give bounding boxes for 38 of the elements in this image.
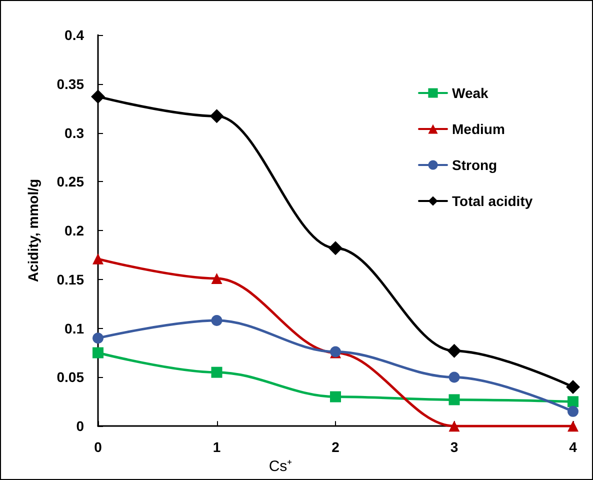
y-tick-label: 0.3	[64, 124, 84, 141]
x-tick-label: 3	[450, 439, 458, 456]
point	[566, 380, 580, 394]
y-axis-title: Acidity, mmol/g	[25, 178, 41, 282]
point	[447, 344, 462, 358]
y-tick-label: 0.4	[64, 27, 84, 43]
point	[568, 420, 578, 432]
x-axis-title: Cs⁺	[268, 458, 292, 475]
y-tick-label: 0.15	[56, 271, 84, 288]
y-tick-label: 0.25	[56, 174, 84, 190]
point	[448, 372, 460, 383]
legend-label: Total acidity	[452, 193, 533, 209]
legend-label: Weak	[452, 85, 489, 101]
x-tick-label: 4	[569, 439, 578, 456]
x-tick-label: 2	[332, 439, 340, 456]
point	[330, 391, 341, 402]
x-tick-label: 1	[212, 439, 221, 456]
point	[568, 406, 578, 417]
point	[92, 347, 104, 358]
point	[448, 394, 460, 406]
y-tick-label: 0.2	[64, 222, 84, 239]
y-tick-label: 0	[76, 418, 84, 434]
point	[211, 315, 222, 326]
point	[92, 253, 104, 264]
point	[448, 420, 460, 432]
legend-label: Strong	[452, 157, 498, 173]
point	[91, 90, 105, 104]
legend-label: Medium	[452, 121, 505, 137]
x-tick-label: 0	[94, 439, 102, 456]
y-tick-label: 0.05	[56, 369, 84, 386]
y-tick-label: 0.1	[64, 320, 84, 336]
point	[568, 396, 578, 408]
y-tick-label: 0.35	[56, 76, 84, 92]
point	[211, 272, 222, 284]
point	[211, 366, 222, 378]
point	[210, 109, 224, 124]
point	[92, 332, 104, 344]
point	[328, 241, 342, 256]
